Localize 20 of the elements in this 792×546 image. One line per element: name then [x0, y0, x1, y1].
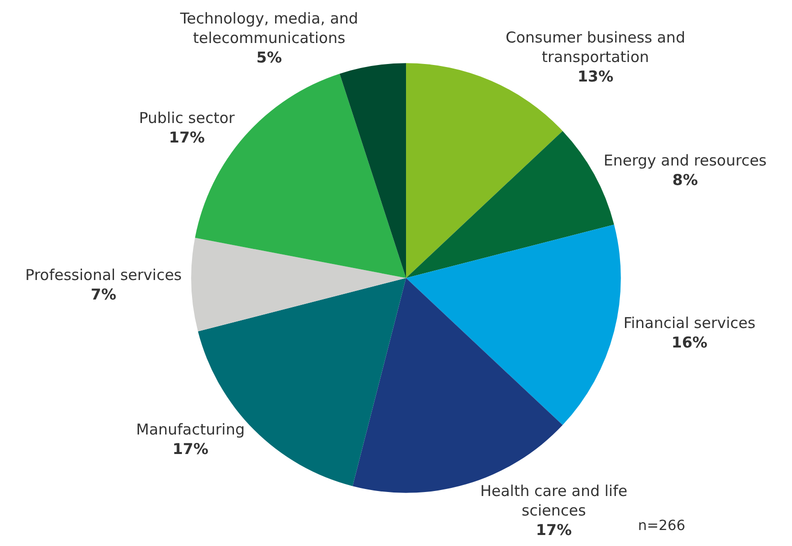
data-label: 8%	[672, 170, 698, 189]
data-label: 16%	[672, 333, 708, 352]
data-label: 5%	[256, 48, 282, 67]
data-label: 13%	[577, 67, 614, 86]
slice-label: Professional services	[25, 266, 182, 284]
slice-label: Manufacturing	[136, 420, 245, 439]
slice-label: Technology, media, and telecommunications	[179, 10, 358, 48]
pie-slice	[191, 238, 406, 332]
slice-label: Public sector	[139, 108, 236, 127]
slice-label: Health care and life sciences	[480, 482, 628, 520]
pie-slice	[340, 63, 406, 278]
slice-label: Energy and resources	[604, 151, 767, 170]
data-label: 17%	[536, 521, 572, 540]
data-label: 17%	[168, 128, 205, 146]
data-label: 7%	[90, 286, 116, 304]
text: n=266	[638, 518, 686, 534]
slice-label: Consumer business and transportation	[506, 28, 686, 66]
slice-label: Financial services	[623, 314, 756, 332]
pie-slice	[406, 224, 621, 426]
data-label: 17%	[172, 440, 208, 458]
